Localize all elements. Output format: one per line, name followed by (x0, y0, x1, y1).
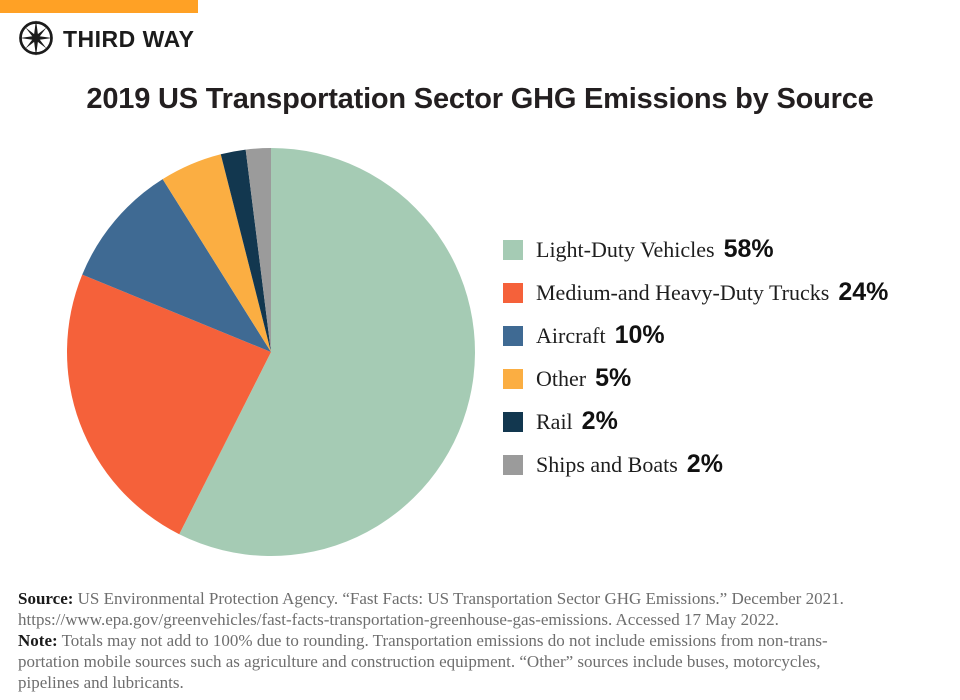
source-text: US Environmental Protection Agency. “Fas… (73, 589, 844, 608)
pie-slice-rail (220, 149, 271, 352)
legend-swatch-ships-and-boats (503, 454, 523, 475)
pie-slice-other (162, 154, 271, 352)
legend-percent: 24% (838, 278, 889, 306)
legend-label: Other (536, 365, 587, 391)
pie-slice-light-duty-vehicles (179, 148, 475, 556)
legend-label: Rail (536, 408, 573, 434)
legend-item-ships-and-boats: Ships and Boats 2% (503, 443, 888, 486)
legend-label: Aircraft (536, 322, 606, 348)
note-line-3: pipelines and lubricants. (18, 672, 948, 693)
brand-accent-bar (0, 0, 198, 13)
legend-percent: 2% (686, 450, 723, 478)
source-line-1: Source: US Environmental Protection Agen… (18, 588, 948, 609)
legend-swatch-rail (503, 411, 523, 432)
legend-item-light-duty-vehicles: Light-Duty Vehicles 58% (503, 228, 888, 271)
pie-chart (67, 148, 475, 556)
chart-legend: Light-Duty Vehicles 58% Medium-and Heavy… (503, 228, 888, 486)
source-line-2: https://www.epa.gov/greenvehicles/fast-f… (18, 609, 948, 630)
legend-percent: 10% (614, 321, 665, 349)
legend-item-rail: Rail 2% (503, 400, 888, 443)
legend-percent: 2% (581, 407, 618, 435)
legend-item-medium-heavy-duty-trucks: Medium-and Heavy-Duty Trucks 24% (503, 271, 888, 314)
legend-swatch-light-duty-vehicles (503, 239, 523, 260)
legend-item-aircraft: Aircraft 10% (503, 314, 888, 357)
note-text: portation mobile sources such as agricul… (18, 652, 821, 671)
chart-title: 2019 US Transportation Sector GHG Emissi… (86, 83, 874, 115)
source-url-text: https://www.epa.gov/greenvehicles/fast-f… (18, 610, 779, 629)
legend-label: Medium-and Heavy-Duty Trucks (536, 279, 830, 305)
note-text: Totals may not add to 100% due to roundi… (57, 631, 828, 650)
source-note-block: Source: US Environmental Protection Agen… (18, 588, 948, 693)
pie-slice-aircraft (82, 179, 271, 352)
legend-label: Light-Duty Vehicles (536, 236, 715, 262)
note-line-2: portation mobile sources such as agricul… (18, 651, 948, 672)
legend-percent: 5% (595, 364, 632, 392)
third-way-compass-logo-icon (19, 20, 53, 56)
legend-swatch-aircraft (503, 325, 523, 346)
brand-name: THIRD WAY (63, 26, 195, 52)
legend-swatch-medium-heavy-duty-trucks (503, 282, 523, 303)
source-label: Source: (18, 589, 74, 608)
note-text: pipelines and lubricants. (18, 673, 184, 692)
legend-item-other: Other 5% (503, 357, 888, 400)
legend-percent: 58% (723, 235, 774, 263)
pie-slice-ships-and-boats (245, 148, 271, 352)
pie-chart-svg (67, 148, 475, 556)
note-line-1: Note: Totals may not add to 100% due to … (18, 630, 948, 651)
pie-slice-medium-and-heavy-duty-trucks (67, 274, 271, 535)
legend-swatch-other (503, 368, 523, 389)
legend-label: Ships and Boats (536, 451, 678, 477)
note-label: Note: (18, 631, 58, 650)
